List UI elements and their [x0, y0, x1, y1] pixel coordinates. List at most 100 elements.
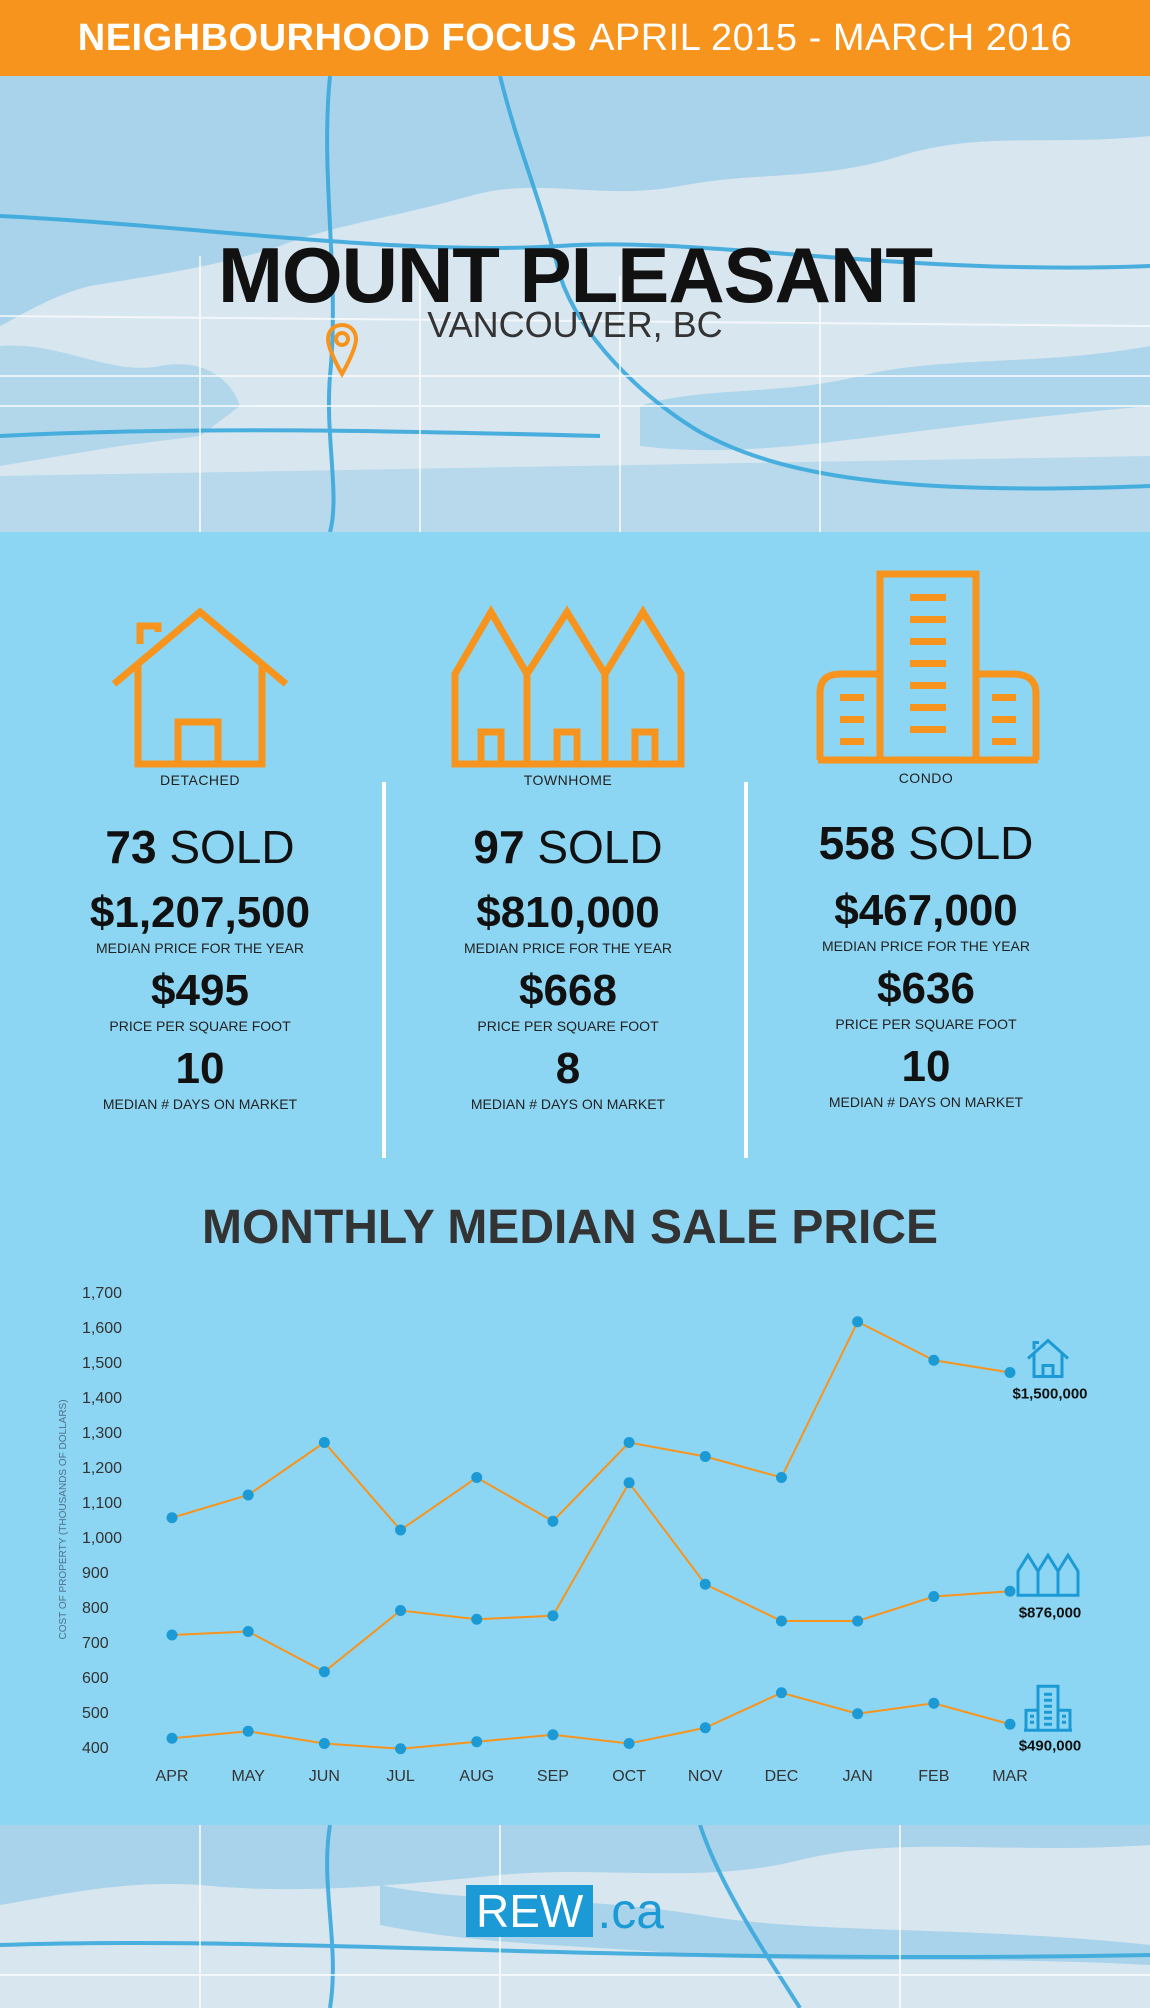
x-tick-label: MAY [231, 1768, 265, 1785]
data-point [775, 1687, 787, 1699]
series-end-label: $876,000 [1019, 1604, 1082, 1621]
median-price: $1,207,500 [89, 888, 311, 937]
rew-logo: REW .ca [466, 1883, 665, 1939]
days-on-market: 10 [175, 1044, 225, 1093]
y-tick-label: 900 [82, 1565, 109, 1582]
median-price-label: MEDIAN PRICE FOR THE YEAR [822, 938, 1030, 954]
y-tick-label: 1,000 [82, 1530, 122, 1547]
data-point [166, 1629, 178, 1641]
median-price: $467,000 [834, 886, 1018, 935]
y-tick-label: 1,700 [82, 1285, 122, 1302]
data-point [547, 1515, 559, 1527]
stats-townhome: TOWNHOME 97 SOLD $810,000 MEDIAN PRICE F… [388, 600, 748, 1120]
logo-rew: REW [466, 1885, 594, 1937]
townhome-icon [1016, 1552, 1080, 1597]
y-tick-label: 1,300 [82, 1425, 122, 1442]
series-line [171, 1320, 1011, 1532]
days-on-market-label: MEDIAN # DAYS ON MARKET [102, 1096, 298, 1112]
data-point [547, 1610, 559, 1622]
sold-number: 558 [818, 817, 896, 869]
data-point [775, 1615, 787, 1627]
chart-canvas: 400 500 600 700 800 900 1,000 1,100 1,200 1,300 1,… [58, 1285, 1088, 1785]
line-chart: 400 500 600 700 800 900 1,000 1,100 1,200 1,300 1,… [0, 1270, 1150, 1800]
house-icon [111, 607, 289, 768]
sold-count: 97 SOLD [388, 820, 748, 874]
data-point [699, 1578, 711, 1590]
days-on-market-label: MEDIAN # DAYS ON MARKET [470, 1096, 666, 1112]
sold-count: 558 SOLD [746, 816, 1106, 870]
stats-detached: DETACHED 73 SOLD $1,207,500 MEDIAN PRICE… [20, 600, 380, 1120]
data-point [623, 1738, 635, 1749]
data-point [471, 1613, 483, 1625]
condo-icon [1024, 1684, 1072, 1732]
column-divider [744, 782, 748, 1158]
header-banner: NEIGHBOURHOOD FOCUS APRIL 2015 - MARCH 2… [0, 0, 1150, 76]
sold-word: SOLD [537, 821, 663, 873]
days-on-market-label: MEDIAN # DAYS ON MARKET [828, 1094, 1024, 1110]
data-point [318, 1666, 330, 1678]
price-per-sqft-label: PRICE PER SQUARE FOOT [477, 1018, 659, 1034]
y-tick-label: 1,100 [82, 1495, 122, 1512]
sold-word: SOLD [908, 817, 1034, 869]
series-line [171, 1691, 1011, 1750]
y-tick-label: 1,500 [82, 1355, 122, 1372]
location-pin-icon [325, 322, 359, 378]
x-tick-label: APR [156, 1768, 189, 1785]
header-period: APRIL 2015 - MARCH 2016 [589, 16, 1073, 59]
data-point [775, 1472, 787, 1483]
x-tick-label: JUL [386, 1768, 415, 1785]
data-point [471, 1736, 483, 1748]
x-tick-label: JUN [309, 1768, 340, 1785]
neighbourhood-map [0, 76, 1150, 532]
sold-count: 73 SOLD [20, 820, 380, 874]
data-point [852, 1316, 864, 1328]
y-tick-label: 800 [82, 1600, 109, 1617]
price-per-sqft: $495 [151, 966, 249, 1015]
x-tick-label: FEB [918, 1768, 949, 1785]
data-point [623, 1477, 635, 1489]
map-background [0, 76, 1150, 532]
data-point [1004, 1585, 1016, 1597]
price-per-sqft: $668 [519, 966, 617, 1015]
y-axis-label: COST OF PROPERTY (THOUSANDS OF DOLLARS) [58, 1399, 69, 1639]
data-point [1004, 1367, 1016, 1378]
data-point [852, 1615, 864, 1627]
sold-word: SOLD [169, 821, 295, 873]
y-tick-label: 1,400 [82, 1390, 122, 1407]
y-tick-label: 500 [82, 1705, 109, 1722]
data-point [318, 1738, 330, 1749]
median-price: $810,000 [476, 888, 660, 937]
chart-title: MONTHLY MEDIAN SALE PRICE [201, 1201, 939, 1254]
data-point [395, 1605, 407, 1616]
data-point [928, 1354, 940, 1366]
stats-condo: CONDO 558 SOLD $467,000 MEDIAN PRICE FOR… [746, 564, 1106, 1120]
x-tick-label: SEP [537, 1768, 569, 1785]
footer-map [0, 1825, 1150, 2008]
price-per-sqft: $636 [877, 964, 975, 1013]
median-price-label: MEDIAN PRICE FOR THE YEAR [96, 940, 304, 956]
data-point [242, 1489, 254, 1501]
data-point [928, 1591, 940, 1602]
x-tick-label: OCT [612, 1768, 646, 1785]
column-divider [382, 782, 386, 1158]
header-title: NEIGHBOURHOOD FOCUS [77, 16, 578, 59]
data-point [166, 1732, 178, 1744]
data-point [699, 1451, 711, 1462]
days-on-market: 8 [555, 1044, 581, 1093]
condo-icon [816, 570, 1040, 764]
x-tick-label: JAN [843, 1768, 873, 1785]
x-tick-label: MAR [992, 1768, 1028, 1785]
series-line [171, 1480, 1011, 1673]
logo-ca: .ca [597, 1883, 665, 1939]
data-point [547, 1729, 559, 1741]
series-end-label: $1,500,000 [1012, 1386, 1087, 1403]
price-per-sqft-label: PRICE PER SQUARE FOOT [835, 1016, 1017, 1032]
data-point [395, 1743, 407, 1755]
property-type-label: CONDO [898, 770, 954, 786]
house-icon [1026, 1338, 1070, 1378]
data-point [623, 1437, 635, 1448]
x-tick-label: AUG [459, 1768, 494, 1785]
y-tick-label: 400 [82, 1740, 109, 1757]
data-point [242, 1725, 254, 1737]
data-point [1004, 1718, 1016, 1730]
